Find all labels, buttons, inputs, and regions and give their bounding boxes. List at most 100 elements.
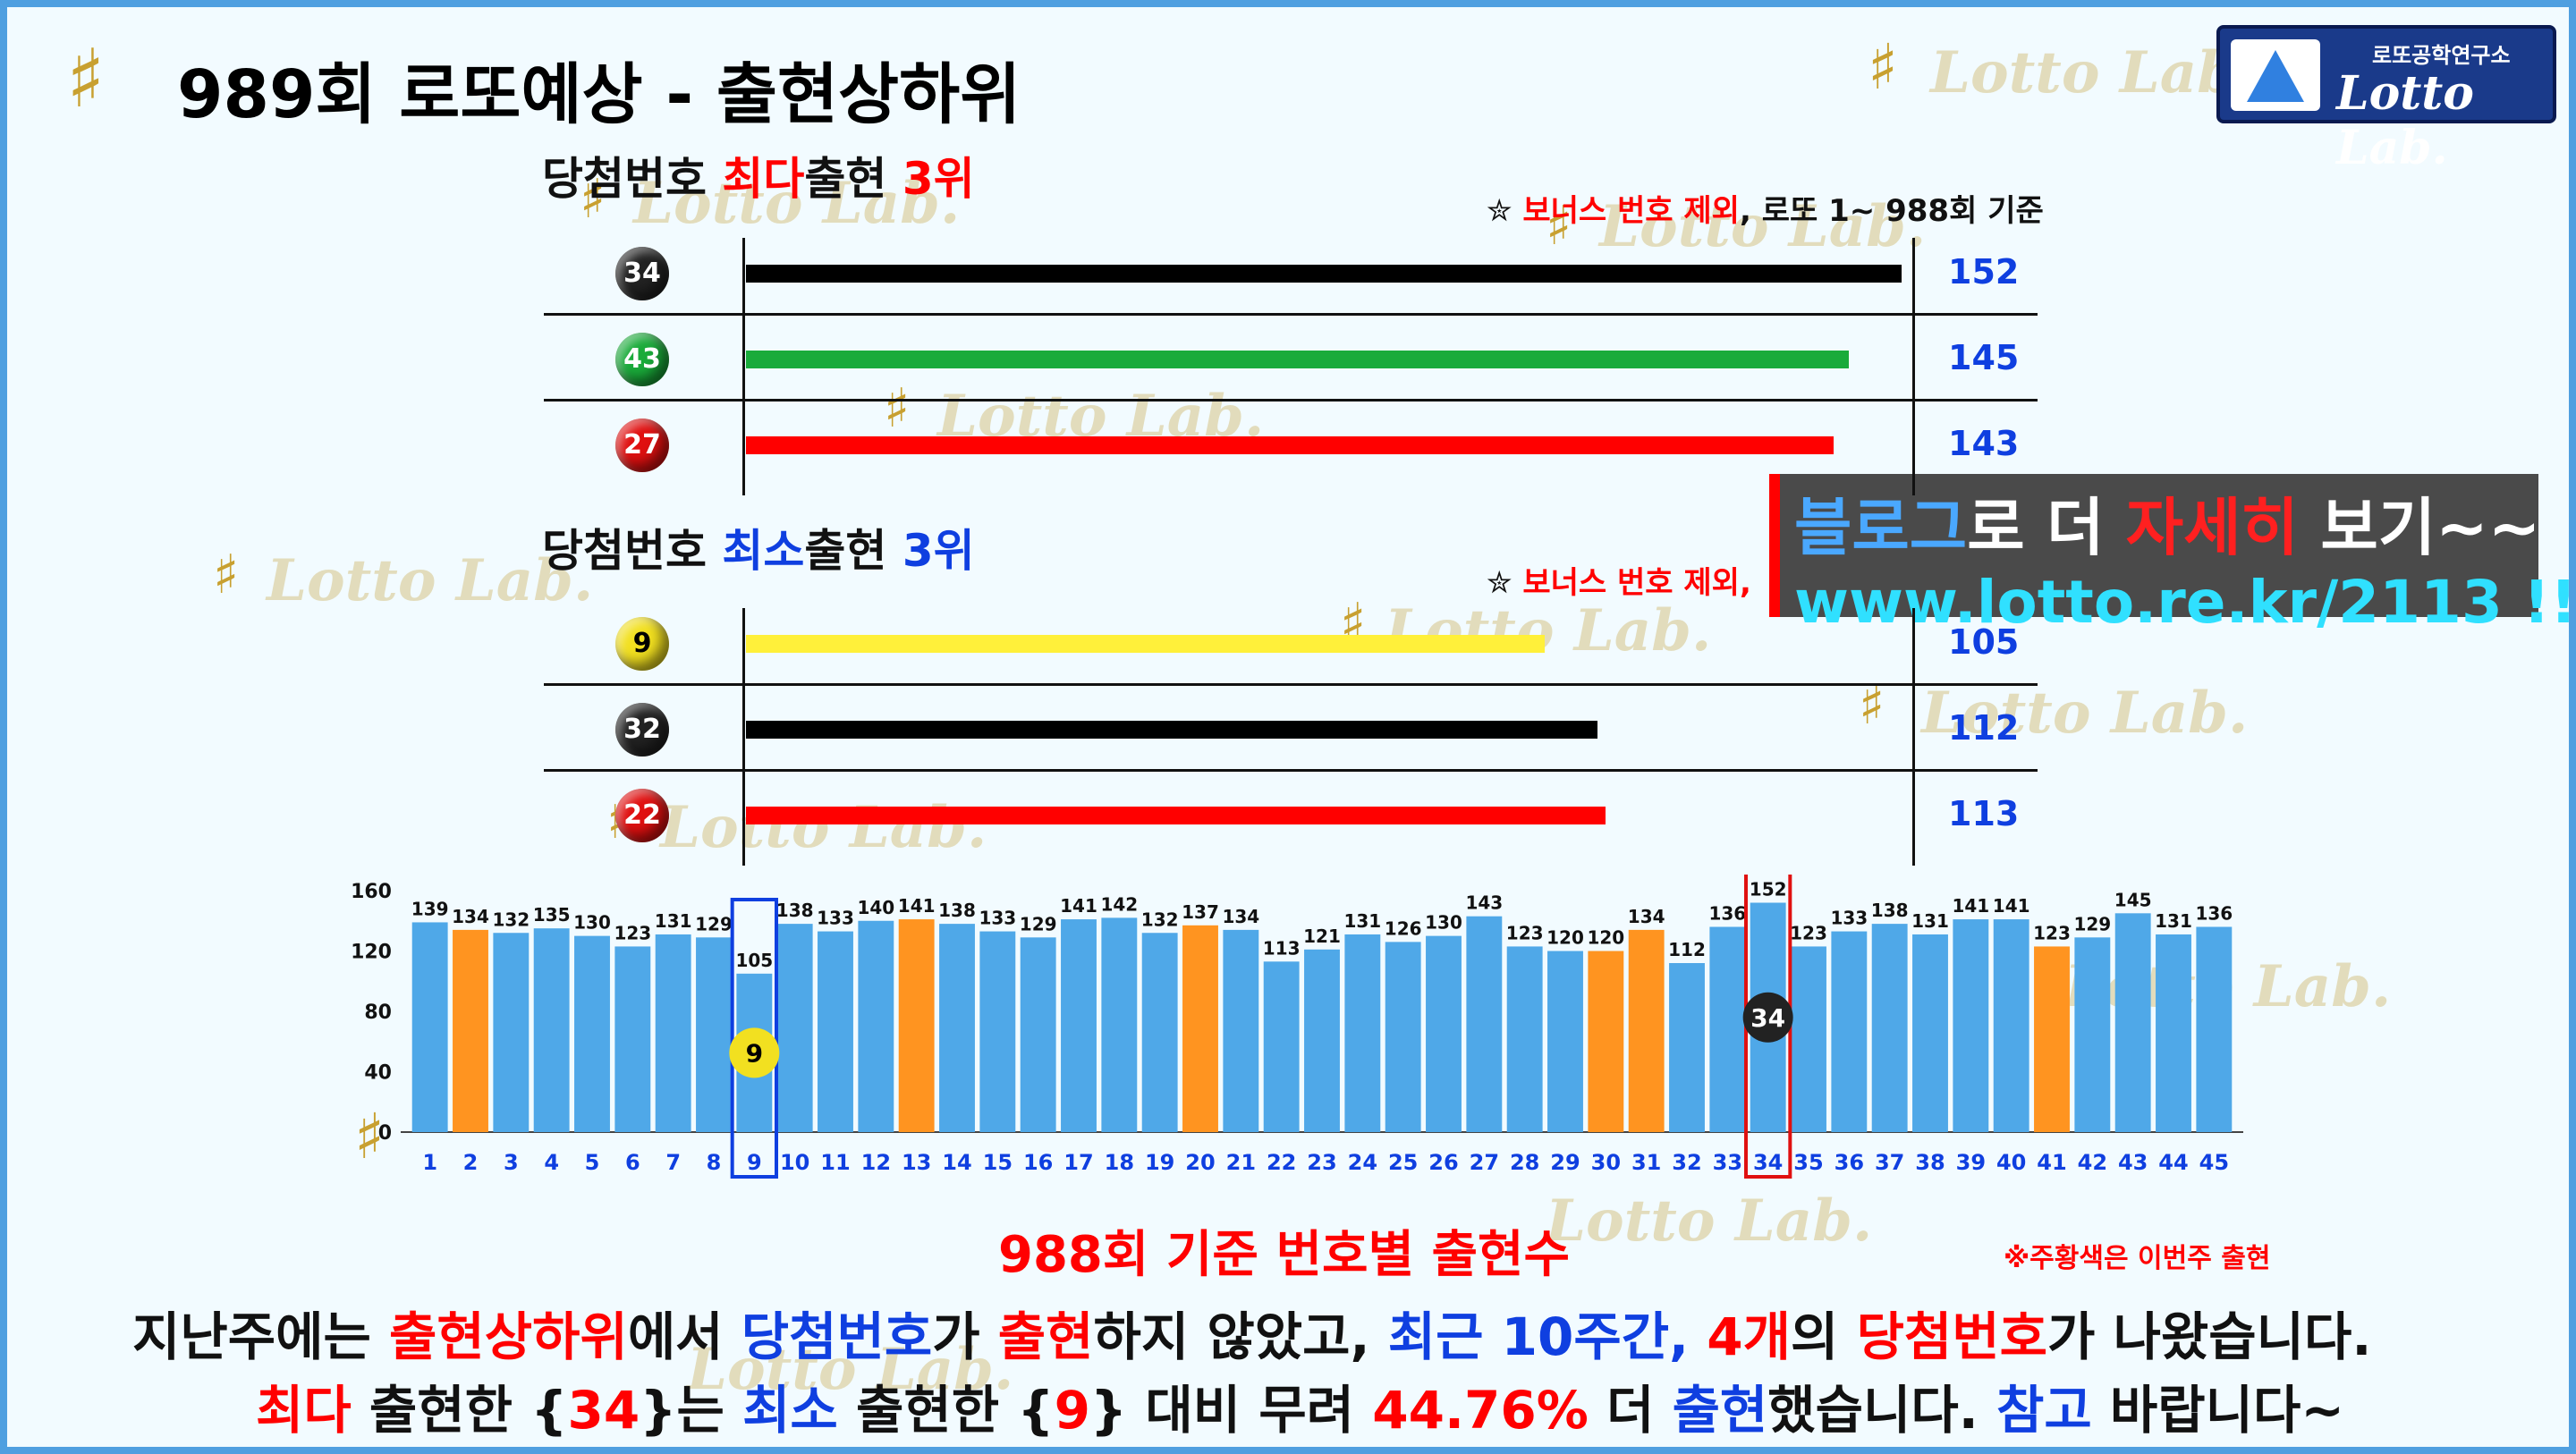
- bottom-note: ✮ 보너스 번호 제외,: [1487, 558, 1751, 602]
- bar-17: [1061, 919, 1097, 1132]
- bar-21: [1223, 929, 1259, 1132]
- bar-29: [1547, 951, 1583, 1132]
- bar-8: [696, 937, 732, 1132]
- heading-part: 출현: [804, 525, 902, 577]
- blog-line-1: 블로그로 더 자세히 보기~~: [1794, 478, 2540, 568]
- blog-banner[interactable]: 블로그로 더 자세히 보기~~ www.lotto.re.kr/2113 !!!: [1769, 474, 2569, 637]
- summary-fragment: } 대비 무려: [1089, 1380, 1373, 1441]
- star-icon: ✮: [1487, 193, 1523, 229]
- x-tick-label: 17: [1063, 1150, 1093, 1175]
- bottom-bar: [746, 721, 1597, 739]
- bar-32: [1669, 963, 1705, 1132]
- x-tick-label: 3: [504, 1150, 519, 1175]
- summary-fragment: 최소: [742, 1380, 838, 1441]
- blog-word: 로 더: [1967, 491, 2126, 564]
- hash-logo-icon: ♯: [66, 32, 106, 126]
- watermark: Lotto Lab.: [1921, 680, 2249, 747]
- summary-fragment: 지난주에는: [132, 1306, 389, 1367]
- bar-7: [655, 934, 691, 1132]
- bar-30: [1588, 951, 1624, 1132]
- ball-9: [729, 1027, 780, 1078]
- top-bar: [746, 351, 1849, 368]
- data-label: 123: [2033, 922, 2071, 943]
- x-tick-label: 23: [1307, 1150, 1336, 1175]
- x-tick-label: 33: [1713, 1150, 1742, 1175]
- data-label: 137: [1182, 901, 1219, 923]
- x-tick-label: 8: [707, 1150, 722, 1175]
- top-value-divider: [1912, 238, 1915, 495]
- bar-45: [2196, 926, 2233, 1132]
- bottom-heading: 당첨번호 최소출현 3위: [542, 515, 975, 579]
- heading-highlight: 최다: [722, 153, 805, 205]
- x-tick-label: 21: [1226, 1150, 1256, 1175]
- y-tick-label: 160: [351, 881, 392, 903]
- data-label: 133: [979, 908, 1016, 929]
- x-tick-label: 1: [422, 1150, 437, 1175]
- data-label: 135: [533, 904, 571, 926]
- summary-fragment: 출현상하위: [389, 1306, 628, 1367]
- blog-word: 자세히: [2125, 491, 2299, 564]
- x-tick-label: 37: [1875, 1150, 1904, 1175]
- summary-fragment: 에서: [627, 1306, 741, 1367]
- summary-fragment: 44.76%: [1372, 1380, 1589, 1441]
- bar-27: [1466, 916, 1503, 1132]
- summary-fragment: 출현한 {: [837, 1380, 1055, 1441]
- hash-logo-icon: ♯: [213, 544, 240, 606]
- summary-fragment: 참고: [1996, 1380, 2092, 1441]
- chart-title: 988회 기준 번호별 출현수: [998, 1226, 1571, 1284]
- x-tick-label: 40: [1996, 1150, 2026, 1175]
- data-label: 132: [492, 909, 530, 930]
- x-tick-label: 4: [544, 1150, 559, 1175]
- top-note: ✮ 보너스 번호 제외, 로또 1~ 988회 기준: [1487, 186, 2044, 230]
- bottom-axis-line: [742, 608, 745, 866]
- heading-part: 출현: [804, 153, 902, 205]
- hash-logo-icon: ♯: [884, 377, 911, 440]
- bottom-bar: [746, 635, 1545, 653]
- data-label: 134: [1222, 906, 1259, 927]
- heading-part: 당첨번호: [542, 525, 723, 577]
- data-label: 140: [857, 897, 894, 918]
- watermark: Lotto Lab.: [660, 794, 987, 861]
- bar-41: [2034, 946, 2070, 1132]
- bar-1: [411, 922, 448, 1132]
- bar-11: [818, 931, 853, 1132]
- heading-highlight: 최소: [722, 525, 805, 577]
- bottom-value: 112: [1948, 708, 2020, 748]
- summary-fragment: 바랍니다~: [2091, 1380, 2344, 1441]
- bar-14: [939, 924, 975, 1132]
- summary-fragment: 가 나왔습니다.: [2047, 1306, 2372, 1367]
- watermark: Lotto Lab.: [1599, 193, 1927, 260]
- data-label: 133: [817, 908, 854, 929]
- data-label: 130: [573, 912, 611, 934]
- top-row-separator: [544, 399, 2038, 402]
- data-label: 141: [1952, 895, 1989, 917]
- x-tick-label: 29: [1550, 1150, 1580, 1175]
- y-tick-label: 80: [364, 1002, 392, 1024]
- x-tick-label: 19: [1145, 1150, 1174, 1175]
- bar-24: [1344, 934, 1381, 1132]
- data-label: 123: [1790, 922, 1827, 943]
- brand-logo: 로또공학연구소 Lotto Lab.: [2216, 25, 2556, 175]
- x-tick-label: 32: [1672, 1150, 1701, 1175]
- top-value: 143: [1948, 424, 2020, 463]
- data-label: 129: [695, 913, 733, 934]
- heading-rank: 3위: [902, 525, 975, 577]
- page-title: 989회 로또예상 - 출현상하위: [177, 56, 1021, 133]
- x-tick-label: 6: [625, 1150, 640, 1175]
- summary-fragment: }는: [640, 1380, 743, 1441]
- x-tick-label: 26: [1428, 1150, 1458, 1175]
- bar-31: [1628, 929, 1665, 1132]
- highlight-box-9: [730, 898, 778, 1179]
- x-tick-label: 14: [942, 1150, 971, 1175]
- x-tick-label: 35: [1793, 1150, 1823, 1175]
- data-label: 138: [938, 900, 976, 921]
- hash-logo-icon: ♯: [580, 168, 606, 231]
- blog-word: 블로그: [1794, 491, 1968, 564]
- blog-url[interactable]: www.lotto.re.kr/2113 !!!: [1794, 568, 2576, 637]
- bottom-value: 105: [1948, 622, 2020, 662]
- data-label: 132: [1141, 909, 1179, 930]
- top-bar: [746, 265, 1902, 283]
- data-label: 105: [735, 950, 773, 971]
- summary-fragment: 당첨번호: [741, 1306, 933, 1367]
